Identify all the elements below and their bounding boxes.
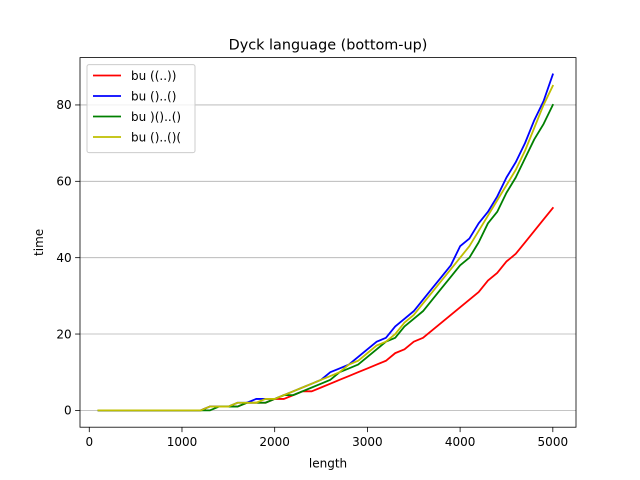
x-tick-label: 3000 <box>352 435 383 449</box>
legend-label-2: bu ()..() <box>131 89 176 103</box>
x-tick-label: 0 <box>85 435 93 449</box>
legend-label-4: bu ()..()( <box>131 130 181 144</box>
y-tick-label: 0 <box>64 404 72 418</box>
x-tick-label: 2000 <box>259 435 290 449</box>
plot-frame <box>79 57 577 428</box>
x-tick-label: 5000 <box>538 435 569 449</box>
legend-label-3: bu )()..() <box>131 110 181 124</box>
y-tick-label: 80 <box>56 98 71 112</box>
series-lines <box>97 73 555 412</box>
chart-title: Dyck language (bottom-up) <box>229 38 428 54</box>
legend-label-1: bu ((..)) <box>131 69 176 83</box>
legend-frame <box>86 64 196 154</box>
x-axis-label: length <box>309 457 347 471</box>
y-axis-ticks: 0 20 40 60 80 <box>56 98 80 418</box>
y-tick-label: 40 <box>56 251 71 265</box>
y-tick-label: 20 <box>56 327 71 341</box>
x-tick-label: 4000 <box>445 435 476 449</box>
x-axis-ticks: 0 1000 2000 3000 4000 5000 <box>85 427 568 449</box>
y-axis-label: time <box>32 229 46 256</box>
x-tick-label: 1000 <box>167 435 198 449</box>
y-tick-label: 60 <box>56 175 71 189</box>
legend: bu ((..)) bu ()..() bu )()..() bu ()..()( <box>86 64 196 154</box>
series-line-4 <box>97 84 555 412</box>
